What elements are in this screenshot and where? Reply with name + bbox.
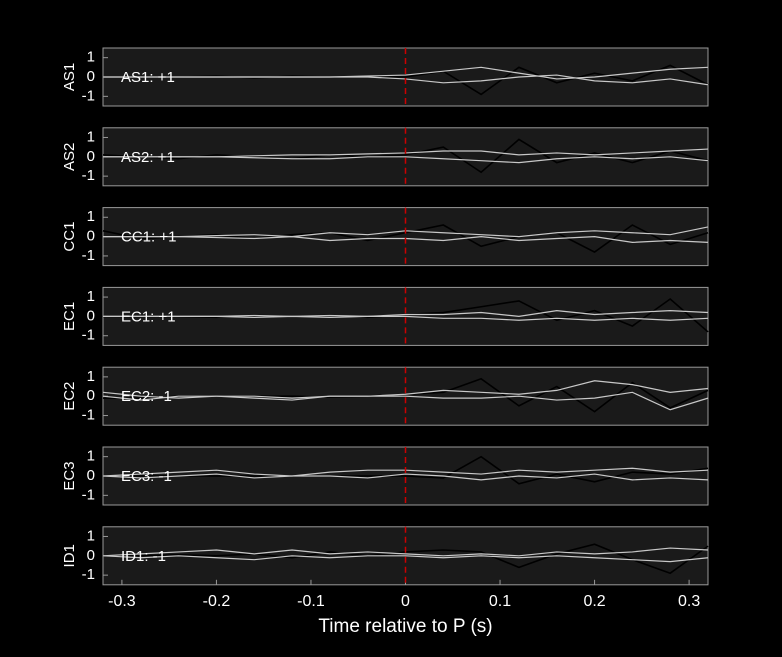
x-axis-label: Time relative to P (s) bbox=[318, 616, 492, 637]
annotation: EC3: -1 bbox=[121, 468, 172, 485]
y-tick-label: -1 bbox=[82, 167, 95, 184]
trace bbox=[103, 315, 709, 321]
annotation: AS1: +1 bbox=[121, 69, 175, 86]
annotation: EC1: +1 bbox=[121, 308, 176, 325]
trace bbox=[102, 380, 709, 399]
y-axis-label: AS2 bbox=[61, 143, 78, 171]
y-axis-label: EC1 bbox=[61, 302, 78, 331]
y-axis-label: EC3 bbox=[61, 461, 78, 490]
x-tick-label: -0.2 bbox=[203, 593, 231, 610]
y-tick-label: 1 bbox=[87, 208, 95, 225]
y-axis-label: ID1 bbox=[61, 544, 78, 567]
annotation: ID1: -1 bbox=[121, 548, 166, 565]
annotation: AS2: +1 bbox=[121, 149, 175, 166]
y-tick-label: 0 bbox=[87, 467, 95, 484]
trace bbox=[102, 391, 709, 411]
annotation: CC1: +1 bbox=[121, 229, 176, 246]
y-tick-label: 0 bbox=[87, 68, 95, 85]
y-tick-label: 0 bbox=[87, 307, 95, 324]
y-tick-label: -1 bbox=[82, 87, 95, 104]
x-tick-label: 0.2 bbox=[583, 593, 605, 610]
y-tick-label: 1 bbox=[87, 288, 95, 305]
y-axis-label: AS1 bbox=[61, 63, 78, 91]
trace bbox=[102, 138, 709, 174]
y-tick-label: 0 bbox=[87, 148, 95, 165]
trace bbox=[103, 455, 709, 485]
y-tick-label: 0 bbox=[87, 228, 95, 245]
y-tick-label: -1 bbox=[82, 566, 95, 583]
annotation: EC2: -1 bbox=[121, 388, 172, 405]
trace bbox=[102, 555, 709, 563]
y-tick-label: 0 bbox=[87, 387, 95, 404]
x-tick-label: 0 bbox=[401, 593, 410, 610]
y-tick-label: 1 bbox=[87, 448, 95, 465]
x-tick-label: -0.3 bbox=[108, 593, 136, 610]
y-tick-label: 1 bbox=[87, 527, 95, 544]
y-axis-label: EC2 bbox=[61, 382, 78, 411]
trace bbox=[102, 547, 709, 557]
y-tick-label: -1 bbox=[82, 247, 95, 264]
y-tick-label: -1 bbox=[82, 407, 95, 424]
y-tick-label: 1 bbox=[87, 368, 95, 385]
y-tick-label: 0 bbox=[87, 547, 95, 564]
y-tick-label: 1 bbox=[87, 128, 95, 145]
x-tick-label: 0.3 bbox=[678, 593, 700, 610]
y-tick-label: 1 bbox=[87, 49, 95, 66]
trace bbox=[102, 473, 709, 481]
trace bbox=[103, 156, 709, 164]
y-tick-label: -1 bbox=[82, 486, 95, 503]
x-tick-label: -0.1 bbox=[297, 593, 325, 610]
y-axis-label: CC1 bbox=[61, 222, 78, 252]
y-tick-label: -1 bbox=[82, 327, 95, 344]
x-tick-label: 0.1 bbox=[489, 593, 511, 610]
